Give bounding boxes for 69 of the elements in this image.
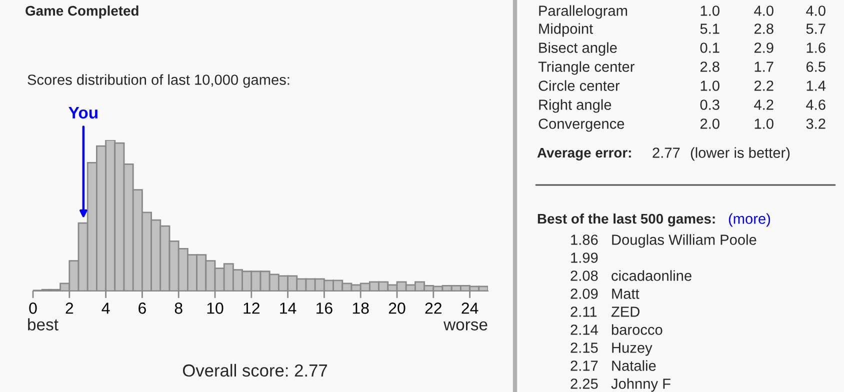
x-tick-label: 18	[352, 302, 369, 314]
x-tick-label: 20	[388, 302, 406, 314]
text: 2.17	[570, 360, 598, 371]
text: cicadaonline	[612, 270, 692, 281]
x-tick-label: 0	[29, 302, 37, 314]
text: 5.1	[700, 24, 720, 34]
text: 0.3	[700, 100, 720, 110]
text: 2.8	[700, 62, 720, 72]
text: barocco	[612, 324, 662, 335]
text: 1.0	[700, 80, 720, 91]
text: 4.0	[754, 6, 774, 16]
text: 2.9	[754, 42, 774, 53]
text: Matt	[612, 288, 640, 299]
text: best	[28, 318, 58, 330]
text: 2.14	[570, 324, 598, 335]
text: 2.11	[570, 306, 597, 317]
text: 5.7	[806, 24, 826, 34]
text: Average error:	[537, 148, 631, 160]
text: 2.25	[570, 378, 598, 389]
text: Douglas William Poole	[612, 234, 756, 248]
x-tick-label: 10	[207, 302, 224, 314]
text: 1.99	[571, 252, 598, 263]
text: 4.0	[806, 6, 826, 16]
text: Right angle	[539, 99, 612, 113]
text: 1.7	[754, 62, 774, 72]
text: Huzey	[612, 342, 652, 356]
text: Triangle center	[538, 61, 634, 75]
x-tick-label: 12	[244, 302, 260, 314]
text: Parallelogram	[539, 5, 628, 19]
text: 1.0	[700, 6, 720, 16]
text: Johnny F	[611, 378, 670, 392]
text: Bisect angle	[539, 42, 617, 56]
text: Convergence	[538, 118, 624, 132]
text: 1.86	[571, 234, 598, 245]
chart-subtitle: Scores distribution of last 10,000 games:	[28, 74, 290, 88]
chart-title: Game Completed	[26, 6, 138, 18]
text: 2.09	[570, 288, 598, 299]
text: 0.1	[700, 42, 720, 53]
x-tick-label: 22	[425, 302, 442, 314]
x-tick-label: 2	[66, 302, 74, 314]
text: (lower is better)	[690, 147, 790, 161]
text: Natalie	[612, 360, 656, 371]
text: worse	[444, 321, 488, 330]
x-tick-label: 4	[102, 302, 110, 314]
text: 3.2	[806, 118, 826, 129]
text: 2.15	[570, 342, 598, 353]
x-tick-label: 8	[174, 302, 182, 314]
text: Midpoint	[539, 23, 594, 37]
text: 2.08	[570, 270, 598, 281]
text: Circle center	[538, 80, 620, 91]
annotation: You	[68, 106, 98, 119]
text: 4.2	[754, 100, 774, 110]
x-tick-label: 24	[462, 302, 478, 314]
text: 1.6	[806, 42, 826, 53]
x-tick-label: 16	[316, 302, 332, 314]
text: Overall score: 2.77	[182, 364, 327, 377]
x-tick-label: 14	[280, 302, 296, 314]
x-tick-label: 6	[138, 302, 146, 314]
text: Best of the last 500 games:	[538, 213, 715, 227]
text: 2.8	[754, 24, 774, 34]
text: (more)	[728, 213, 770, 227]
text: 2.2	[754, 80, 774, 91]
text: 6.5	[806, 62, 826, 72]
text: 1.4	[806, 80, 826, 91]
text: 2.77	[652, 148, 680, 158]
text: 4.6	[806, 100, 826, 110]
text: ZED	[611, 306, 640, 317]
text: 2.0	[700, 118, 720, 129]
text: 1.0	[754, 118, 774, 129]
